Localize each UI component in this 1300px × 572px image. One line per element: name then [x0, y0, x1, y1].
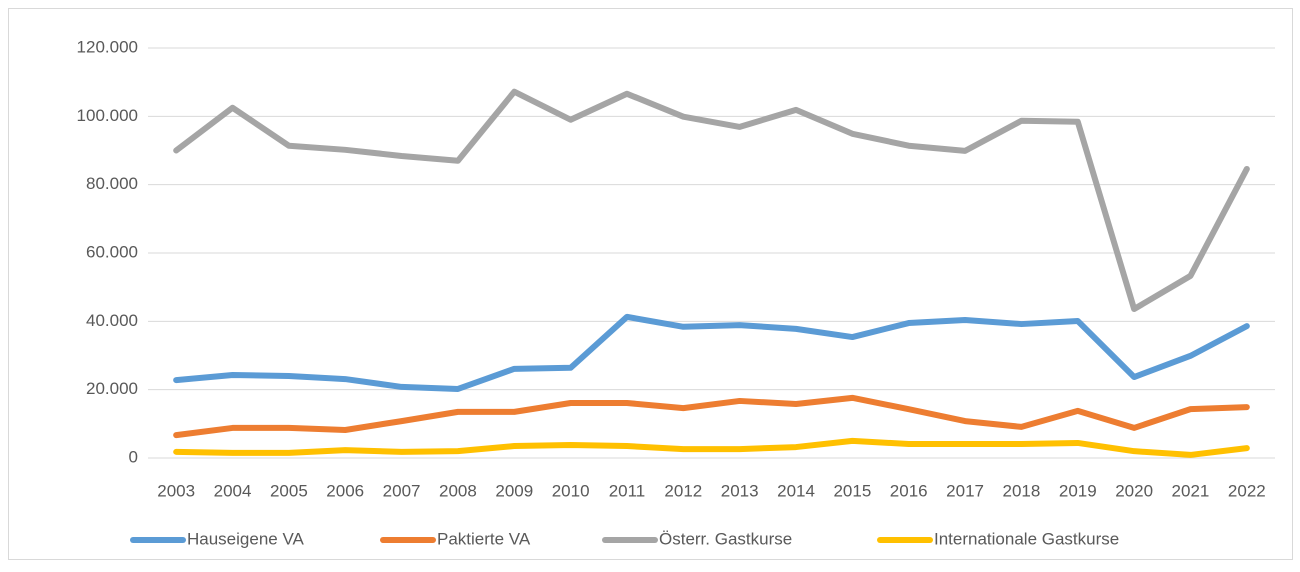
series-line	[173, 313, 1250, 392]
series-line	[173, 437, 1250, 458]
legend-label: Internationale Gastkurse	[934, 529, 1119, 548]
x-tick-label: 2011	[609, 481, 646, 500]
legend-label: Österr. Gastkurse	[659, 529, 792, 548]
x-tick-label: 2017	[946, 481, 984, 500]
y-tick-label: 80.000	[86, 174, 138, 193]
x-tick-label: 2015	[833, 481, 871, 500]
x-tick-label: 2010	[552, 481, 590, 500]
chart-frame	[8, 8, 1293, 560]
y-tick-label: 100.000	[77, 106, 138, 125]
y-tick-label: 20.000	[86, 379, 138, 398]
x-tick-label: 2014	[777, 481, 815, 500]
x-tick-label: 2008	[439, 481, 477, 500]
y-tick-label: 0	[129, 447, 138, 466]
y-tick-label: 40.000	[86, 311, 138, 330]
x-tick-label: 2018	[1003, 481, 1041, 500]
x-tick-label: 2012	[664, 481, 702, 500]
x-tick-label: 2009	[495, 481, 533, 500]
x-tick-label: 2020	[1115, 481, 1153, 500]
x-tick-label: 2006	[326, 481, 364, 500]
legend-label: Paktierte VA	[437, 529, 531, 548]
x-tick-label: 2021	[1172, 481, 1210, 500]
x-tick-label: 2003	[157, 481, 195, 500]
x-tick-label: 2004	[214, 481, 252, 500]
x-tick-label: 2013	[721, 481, 759, 500]
x-tick-label: 2005	[270, 481, 308, 500]
series-line	[173, 88, 1250, 313]
x-tick-label: 2007	[383, 481, 421, 500]
series-line	[173, 394, 1250, 439]
x-tick-label: 2019	[1059, 481, 1097, 500]
legend-label: Hauseigene VA	[187, 529, 305, 548]
y-tick-label: 120.000	[77, 37, 138, 56]
x-tick-label: 2016	[890, 481, 928, 500]
x-tick-label: 2022	[1228, 481, 1266, 500]
y-tick-label: 60.000	[86, 242, 138, 261]
